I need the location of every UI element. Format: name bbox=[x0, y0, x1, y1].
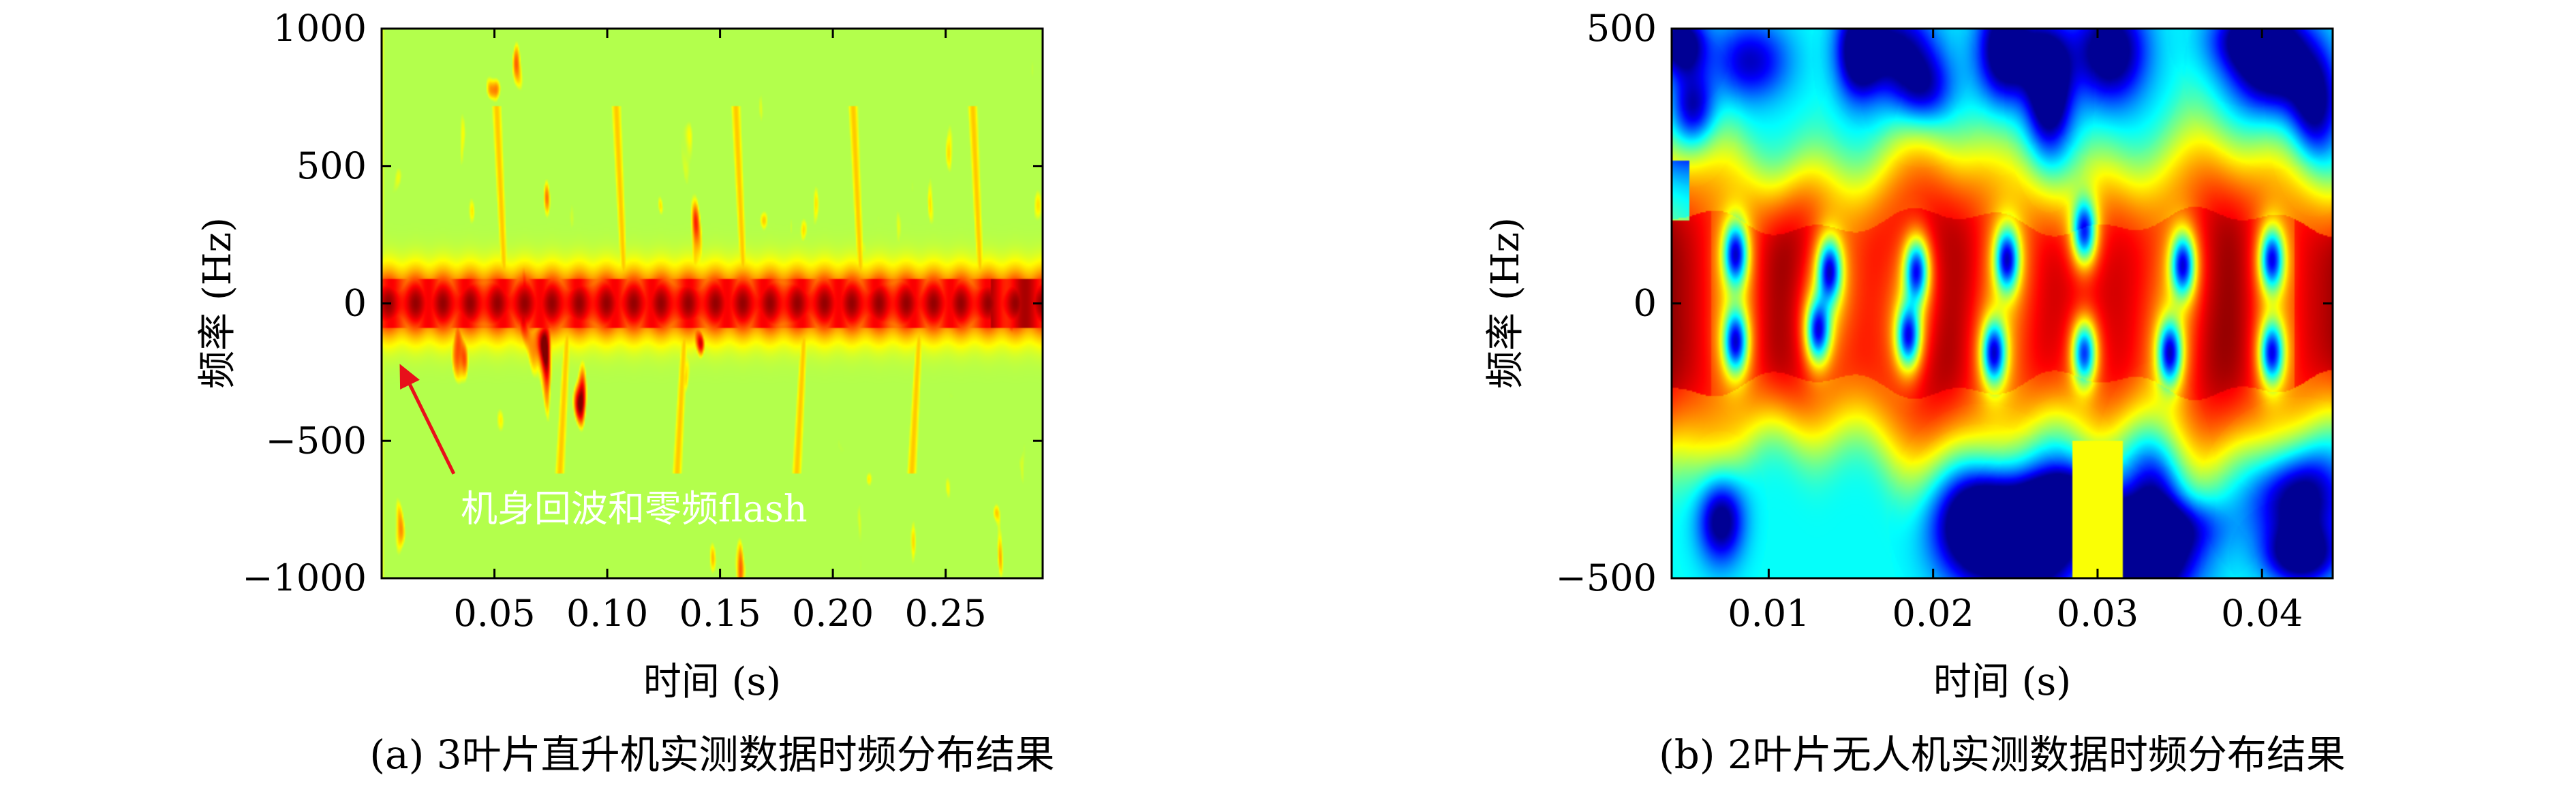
x-tick-label: 0.04 bbox=[2221, 592, 2303, 635]
y-tick-label: 1000 bbox=[273, 7, 367, 50]
y-tick-label: −500 bbox=[266, 419, 367, 462]
y-tick-label: 0 bbox=[343, 282, 367, 325]
y-tick-label: −1000 bbox=[242, 556, 367, 599]
x-tick-label: 0.10 bbox=[566, 592, 648, 635]
y-axis-label-a: 频率 (Hz) bbox=[196, 217, 240, 389]
y-tick-label: 500 bbox=[1586, 7, 1657, 50]
ticks-a: 0.05 0.10 0.15 0.20 0.25 1000 500 0 −500 −1000 bbox=[242, 7, 1043, 635]
y-tick-label: −500 bbox=[1556, 556, 1657, 599]
x-tick-label: 0.20 bbox=[792, 592, 874, 635]
annotation-text: 机身回波和零频flash bbox=[461, 488, 808, 531]
x-tick-label: 0.15 bbox=[679, 592, 761, 635]
annotation-arrow bbox=[408, 383, 456, 475]
x-axis-label-b: 时间 (s) bbox=[1933, 660, 2071, 704]
x-axis-label-a: 时间 (s) bbox=[643, 660, 781, 704]
spectrogram-a bbox=[382, 29, 1043, 578]
caption-a: (a) 3叶片直升机实测数据时频分布结果 bbox=[369, 731, 1054, 778]
y-tick-label: 500 bbox=[296, 144, 367, 187]
panel-a: 0.05 0.10 0.15 0.20 0.25 1000 500 0 −500 −1000 机身… bbox=[196, 7, 1055, 778]
x-tick-label: 0.25 bbox=[905, 592, 987, 635]
y-axis-label-b: 频率 (Hz) bbox=[1484, 217, 1528, 389]
y-tick-label: 0 bbox=[1634, 282, 1657, 325]
x-tick-label: 0.05 bbox=[453, 592, 535, 635]
caption-b: (b) 2叶片无人机实测数据时频分布结果 bbox=[1659, 731, 2346, 778]
ticks-b: 0.01 0.02 0.03 0.04 500 0 −500 bbox=[1556, 7, 2333, 635]
spectrogram-b bbox=[1672, 29, 2333, 578]
x-tick-label: 0.03 bbox=[2057, 592, 2138, 635]
annotation-a: 机身回波和零频flash bbox=[399, 364, 808, 531]
annotation-arrowhead bbox=[399, 364, 420, 390]
x-tick-label: 0.02 bbox=[1892, 592, 1974, 635]
x-tick-label: 0.01 bbox=[1728, 592, 1809, 635]
